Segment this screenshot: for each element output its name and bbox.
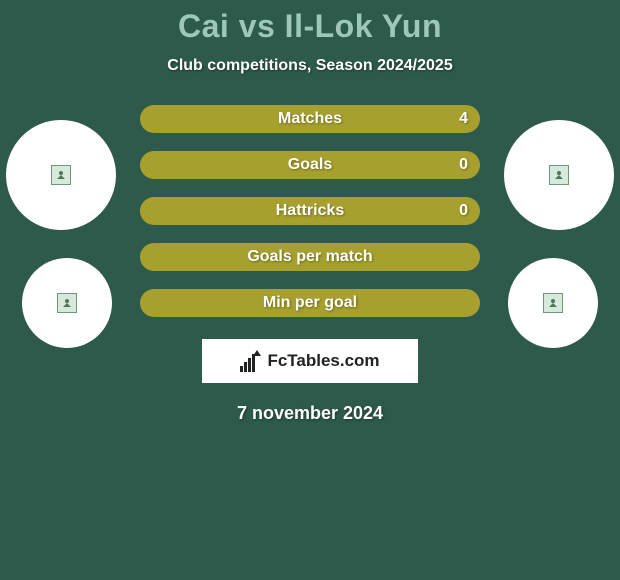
stat-label: Min per goal bbox=[263, 294, 357, 312]
stat-right-value: 0 bbox=[459, 202, 468, 220]
stat-row: Hattricks 0 bbox=[140, 197, 480, 225]
stat-row: Min per goal bbox=[140, 289, 480, 317]
chart-icon bbox=[240, 350, 261, 372]
broken-image-icon bbox=[57, 293, 77, 313]
stat-label: Matches bbox=[278, 110, 342, 128]
stat-row: Goals per match bbox=[140, 243, 480, 271]
stat-row: Matches 4 bbox=[140, 105, 480, 133]
stat-right-value: 0 bbox=[459, 156, 468, 174]
broken-image-icon bbox=[549, 165, 569, 185]
date-label: 7 november 2024 bbox=[0, 403, 620, 424]
stat-label: Hattricks bbox=[276, 202, 344, 220]
stat-label: Goals per match bbox=[247, 248, 372, 266]
stat-right-value: 4 bbox=[459, 110, 468, 128]
page-title: Cai vs Il-Lok Yun bbox=[0, 0, 620, 45]
stat-label: Goals bbox=[288, 156, 332, 174]
club2-avatar bbox=[508, 258, 598, 348]
brand-text: FcTables.com bbox=[267, 351, 379, 371]
broken-image-icon bbox=[51, 165, 71, 185]
stats-container: Matches 4 Goals 0 Hattricks 0 Goals per … bbox=[140, 105, 480, 317]
broken-image-icon bbox=[543, 293, 563, 313]
club1-avatar bbox=[22, 258, 112, 348]
stat-row: Goals 0 bbox=[140, 151, 480, 179]
subtitle: Club competitions, Season 2024/2025 bbox=[0, 57, 620, 75]
player2-avatar bbox=[504, 120, 614, 230]
brand-badge: FcTables.com bbox=[202, 339, 418, 383]
player1-avatar bbox=[6, 120, 116, 230]
